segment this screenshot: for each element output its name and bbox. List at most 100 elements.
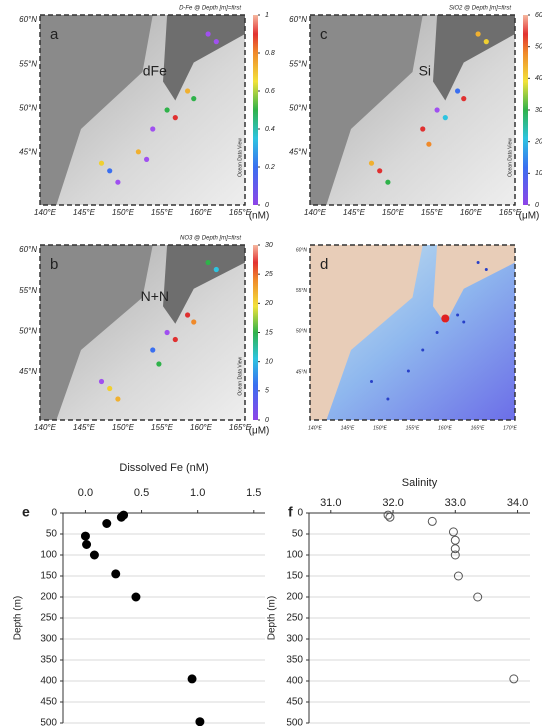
lat-label: 60°N (19, 245, 37, 254)
lon-label: 165°E (471, 425, 485, 431)
x-tick-label: 31.0 (320, 497, 341, 509)
lon-label: 160°E (190, 423, 213, 432)
station (173, 337, 178, 342)
colorbar-tick-label: 0 (265, 202, 269, 209)
lon-label: 155°E (421, 208, 444, 217)
colorbar-unit: (μM) (519, 211, 540, 222)
map-tag: dFe (143, 63, 167, 79)
x-tick-label: 0.5 (134, 487, 149, 499)
station (144, 157, 149, 162)
data-point (112, 570, 120, 578)
data-point (117, 513, 125, 521)
panel-label: a (50, 26, 59, 43)
colorbar-tick-label: 0 (265, 417, 269, 424)
colorbar-tick-label: 20 (534, 139, 542, 146)
station (369, 161, 374, 166)
station (99, 161, 104, 166)
station (107, 168, 112, 173)
watermark: Ocean Data View (237, 138, 243, 177)
station (107, 386, 112, 391)
lon-label: 150°E (382, 208, 405, 217)
colorbar-tick-label: 60 (535, 12, 542, 19)
data-point (386, 513, 394, 521)
y-tick-label: 500 (286, 718, 303, 726)
colorbar-tick-label: 0.8 (265, 50, 275, 57)
lat-label: 45°N (19, 367, 37, 376)
lat-label: 60°N (296, 247, 308, 253)
y-axis-label: Depth (m) (267, 596, 278, 640)
y-tick-label: 400 (40, 676, 57, 687)
data-point (451, 536, 459, 544)
colorbar (253, 245, 258, 420)
data-point (188, 675, 196, 683)
station (191, 319, 196, 324)
y-tick-label: 50 (292, 529, 304, 540)
panel-label: b (50, 256, 58, 273)
y-tick-label: 350 (286, 655, 303, 666)
station (191, 96, 196, 101)
station (456, 314, 459, 317)
station (386, 398, 389, 401)
colorbar (253, 15, 258, 205)
colorbar-tick-label: 10 (535, 170, 542, 177)
station (476, 31, 481, 36)
x-tick-label: 33.0 (445, 497, 466, 509)
y-tick-label: 100 (286, 550, 303, 561)
data-point (83, 541, 91, 549)
map-tag: N+N (141, 288, 169, 304)
station (115, 396, 120, 401)
station (214, 267, 219, 272)
lat-label: 60°N (19, 15, 37, 24)
station (173, 115, 178, 120)
map-title: D-Fe @ Depth [m]=first (179, 6, 241, 12)
y-tick-label: 150 (40, 571, 57, 582)
lat-label: 50°N (289, 103, 307, 112)
x-tick-label: 34.0 (507, 497, 528, 509)
x-tick-label: 0.0 (78, 487, 93, 499)
lon-label: 160°E (190, 208, 213, 217)
chart-title: Dissolved Fe (nM) (119, 462, 208, 474)
data-point (132, 593, 140, 601)
y-tick-label: 200 (40, 592, 57, 603)
station (185, 312, 190, 317)
colorbar-tick-label: 30 (535, 107, 542, 114)
lon-label: 140°E (34, 208, 57, 217)
data-point (384, 511, 392, 519)
colorbar-tick-label: 0 (535, 202, 539, 209)
data-point (449, 528, 457, 536)
colorbar-tick-label: 1 (265, 12, 269, 19)
lon-label: 145°E (341, 425, 355, 431)
lat-label: 45°N (296, 369, 308, 375)
lat-label: 50°N (296, 329, 308, 335)
colorbar-unit: (μM) (249, 426, 270, 437)
panel-label: e (22, 504, 30, 520)
y-tick-label: 400 (286, 676, 303, 687)
colorbar-tick-label: 10 (265, 359, 273, 366)
data-point (81, 532, 89, 540)
station (462, 321, 465, 324)
y-tick-label: 0 (297, 508, 303, 519)
lat-label: 55°N (289, 59, 307, 68)
map-title: NO3 @ Depth [m]=first (180, 236, 241, 242)
y-tick-label: 250 (286, 613, 303, 624)
station (165, 330, 170, 335)
panel-label: d (320, 256, 328, 273)
lon-label: 160°E (438, 425, 452, 431)
lon-label: 150°E (112, 208, 135, 217)
station (477, 261, 480, 264)
station (421, 349, 424, 352)
station (206, 31, 211, 36)
lon-label: 155°E (151, 423, 174, 432)
colorbar-tick-label: 15 (265, 329, 273, 336)
station (206, 260, 211, 265)
station (484, 39, 489, 44)
station (115, 180, 120, 185)
colorbar (523, 15, 528, 205)
station (370, 380, 373, 383)
colorbar-tick-label: 25 (264, 271, 273, 278)
lon-label: 155°E (151, 208, 174, 217)
lon-label: 140°E (34, 423, 57, 432)
y-axis-label: Depth (m) (13, 596, 24, 640)
station (485, 268, 488, 271)
watermark: Ocean Data View (507, 138, 513, 177)
